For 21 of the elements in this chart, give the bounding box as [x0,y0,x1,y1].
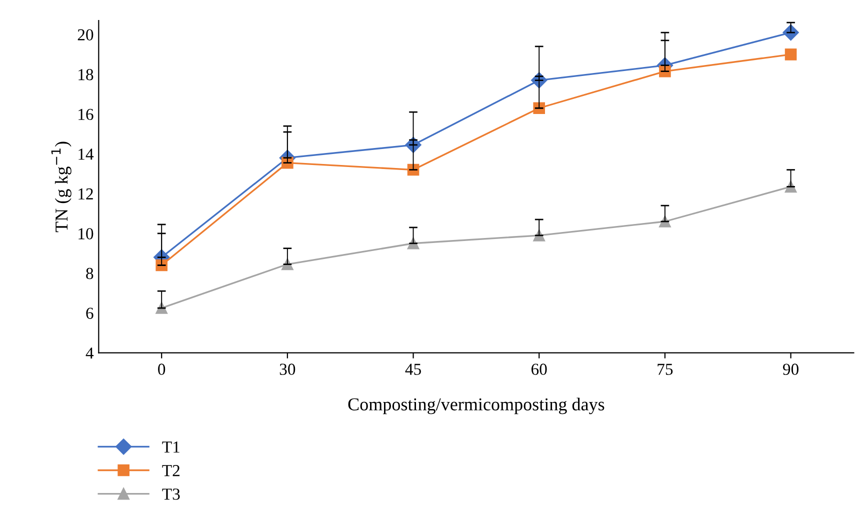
y-tick-label: 14 [78,148,94,160]
y-axis-title: TN (g kg$^{−1}$) [51,142,72,232]
y-tick-label: 20 [78,29,94,40]
x-tick-label: 0 [158,364,166,375]
legend-label: T3 [162,488,180,500]
y-tick-label: 18 [78,69,94,80]
point [784,48,797,60]
y-tick-label: 10 [78,228,94,240]
y-tick-label: 6 [86,308,94,319]
x-axis-title: Composting/vermicomposting days [348,398,604,414]
x-tick-label: 30 [280,364,296,375]
y-tick-label: 16 [78,108,94,120]
legend-label: T2 [162,465,180,476]
y-tick-label: 12 [78,188,93,200]
y-tick-label: 8 [86,268,94,280]
x-tick-label: 75 [658,364,673,375]
y-tick-label: 4 [86,348,94,359]
legend-label: T1 [162,442,180,453]
x-tick-label: 45 [405,364,421,375]
x-tick-label: 90 [782,364,798,375]
x-tick-label: 60 [531,364,547,375]
